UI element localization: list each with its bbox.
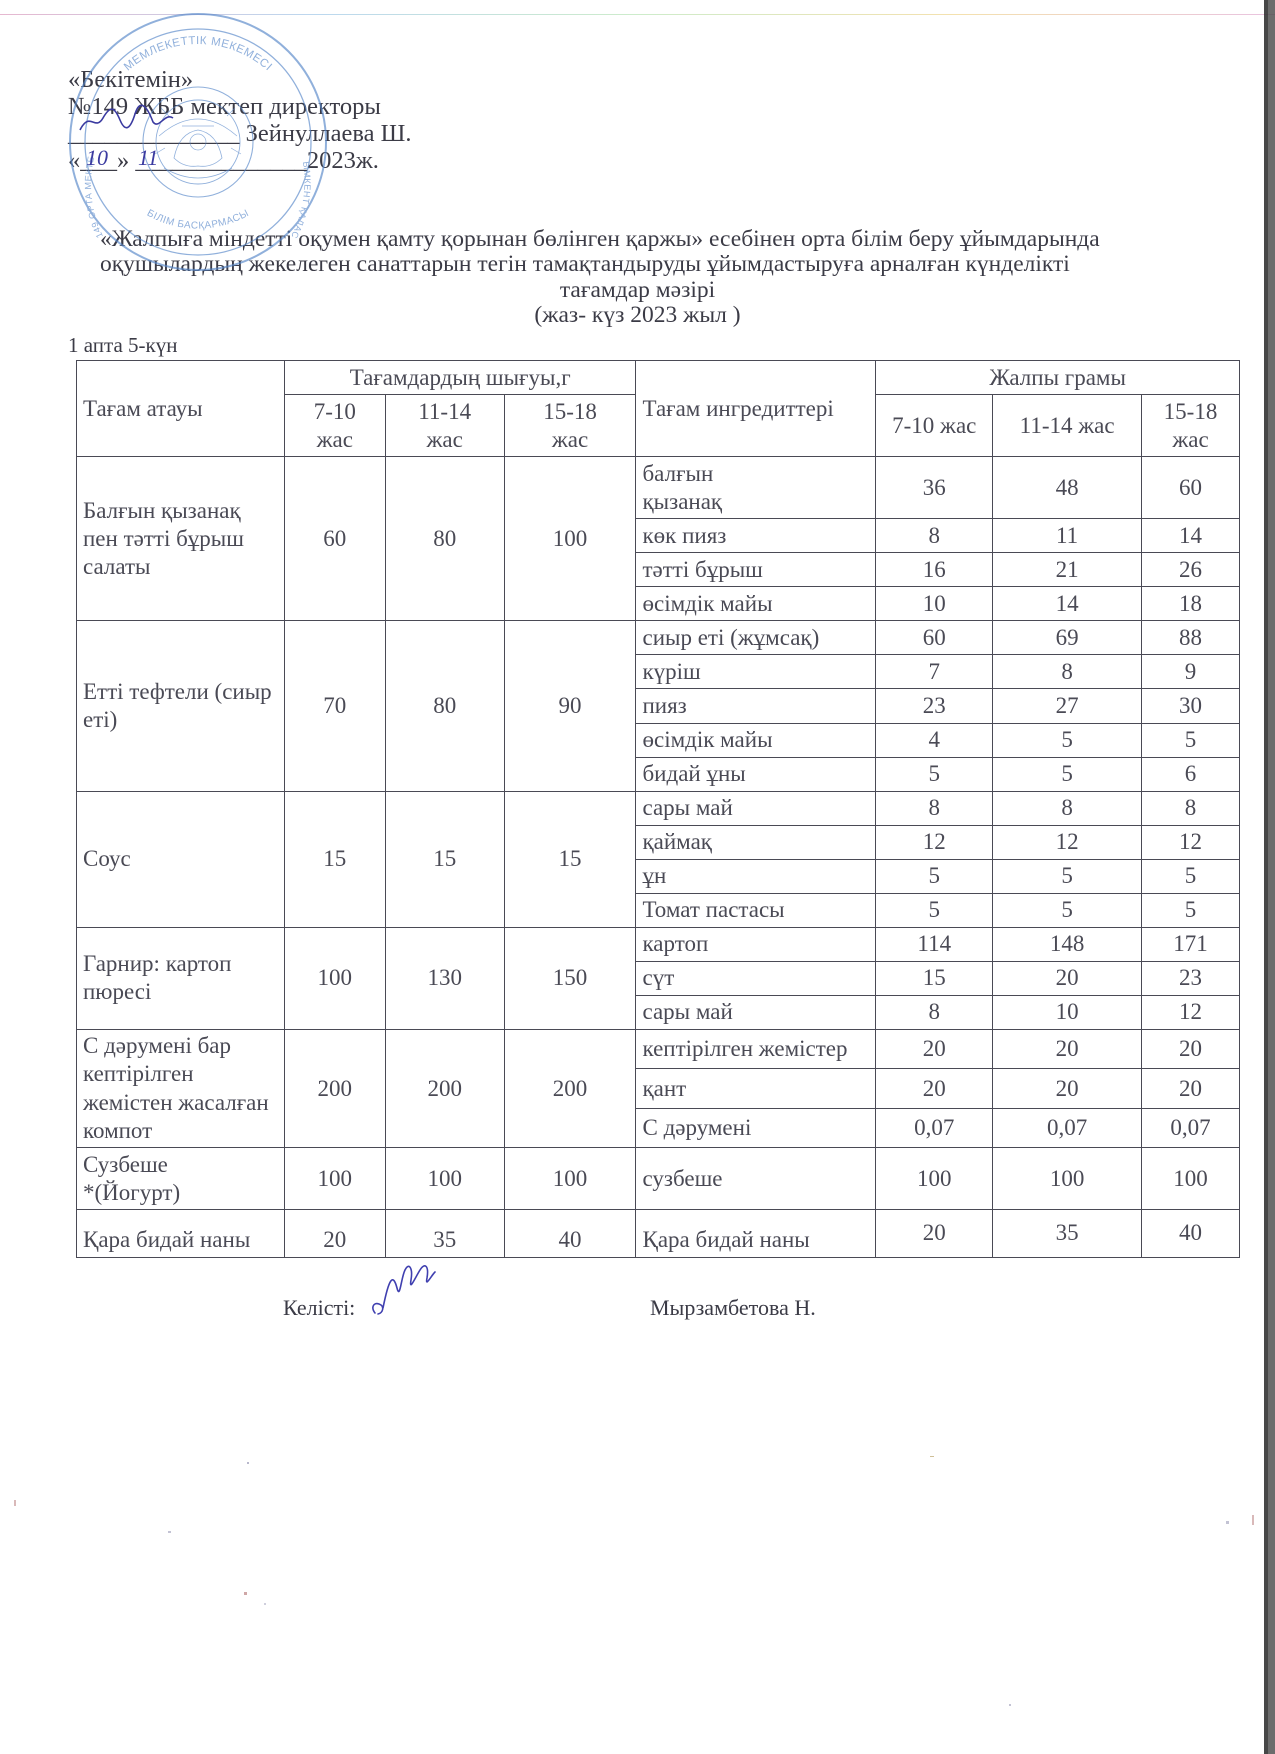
svg-text:БІЛІМ БАСҚАРМАСЫ: БІЛІМ БАСҚАРМАСЫ — [145, 208, 251, 232]
svg-text:МЕМЛЕКЕТТІК МЕКЕМЕСІ: МЕМЛЕКЕТТІК МЕКЕМЕСІ — [122, 35, 274, 74]
